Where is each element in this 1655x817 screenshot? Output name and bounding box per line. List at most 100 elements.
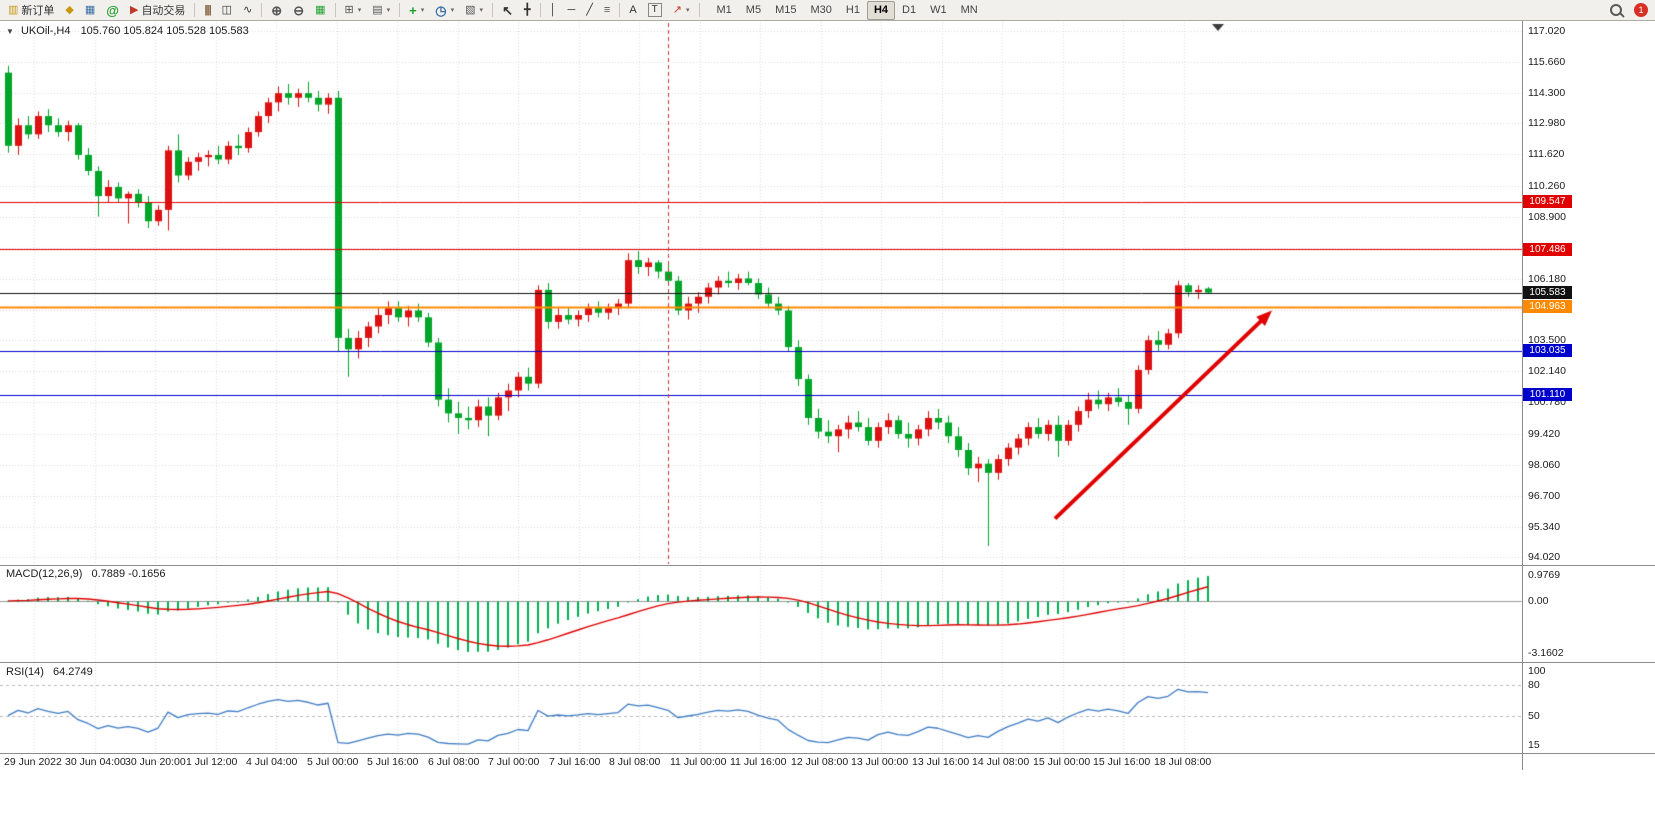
timeframe-button-m30[interactable]: M30 <box>810 4 832 16</box>
toolbar-separator <box>194 3 196 17</box>
price-tick-label: 99.420 <box>1528 428 1561 440</box>
macd-pane-divider[interactable] <box>0 565 1655 566</box>
time-axis-label: 30 Jun 04:00 <box>65 756 126 768</box>
market-watch-icon: ◆ <box>65 3 74 16</box>
time-axis-label: 1 Jul 12:00 <box>186 756 238 768</box>
line-chart-icon: ∿ <box>243 3 253 16</box>
arrow-shape-icon: ↗ <box>672 3 682 16</box>
data-window-button[interactable]: ▦ <box>80 1 100 20</box>
time-axis-label: 11 Jul 00:00 <box>670 756 727 768</box>
macd-values-label: 0.7889 -0.1656 <box>91 568 166 580</box>
autotrading-icon: ▶ <box>129 3 139 16</box>
crosshair-icon: ╋ <box>523 3 531 16</box>
rsi-pane-divider[interactable] <box>0 662 1655 663</box>
price-tick-label: 117.020 <box>1528 25 1566 37</box>
time-axis-label: 8 Jul 08:00 <box>609 756 661 768</box>
macd-tick-label: 0.00 <box>1528 595 1549 607</box>
search-icon <box>1610 4 1622 16</box>
new-order-icon: ▥ <box>8 3 19 16</box>
search-button[interactable] <box>1605 1 1627 20</box>
timeframe-button-d1[interactable]: D1 <box>902 4 917 16</box>
timeframe-button-h4[interactable]: H4 <box>866 0 895 20</box>
new-order-label: 新订单 <box>21 5 55 17</box>
one-click-trading-toggle[interactable]: ▼ <box>6 27 14 36</box>
time-axis-label: 30 Jun 20:00 <box>125 756 186 768</box>
price-tick-label: 114.300 <box>1528 87 1566 99</box>
vertical-line-tool-button[interactable]: │ <box>545 1 562 20</box>
clock-icon: ◷ <box>435 2 447 18</box>
fibonacci-tool-button[interactable]: ≡ <box>599 1 615 20</box>
text-label-icon: T <box>647 3 662 17</box>
timeframe-button-w1[interactable]: W1 <box>930 4 947 16</box>
price-line-flag[interactable]: 109.547 <box>1523 195 1572 208</box>
time-axis-label: 13 Jul 16:00 <box>912 756 970 768</box>
autotrading-button[interactable]: ▶ 自动交易 <box>125 1 190 20</box>
market-watch-button[interactable]: ◆ <box>60 1 78 20</box>
zoom-in-button[interactable]: ⊕ <box>266 1 287 20</box>
periods-button[interactable]: ◷ ▾ <box>430 1 459 20</box>
profiles-button[interactable]: ▤ ▾ <box>367 1 395 20</box>
rsi-tick-label: 15 <box>1528 739 1540 751</box>
time-axis-label: 7 Jul 00:00 <box>488 756 540 768</box>
price-tick-label: 102.140 <box>1528 365 1566 377</box>
price-line-flag[interactable]: 107.486 <box>1523 243 1572 256</box>
notification-badge[interactable]: 1 <box>1634 3 1648 17</box>
time-axis-label: 14 Jul 08:00 <box>972 756 1030 768</box>
timeframe-button-h1[interactable]: H1 <box>845 4 860 16</box>
trendline-icon: ╱ <box>586 3 593 16</box>
profiles-icon: ▤ <box>372 3 383 16</box>
price-tick-label: 115.660 <box>1528 56 1566 68</box>
timeframe-button-mn[interactable]: MN <box>960 4 978 16</box>
new-chart-button[interactable]: ⊞ ▾ <box>340 1 367 20</box>
price-tick-label: 108.900 <box>1528 211 1566 223</box>
time-axis-label: 18 Jul 08:00 <box>1154 756 1212 768</box>
arrows-tool-button[interactable]: ↗ ▾ <box>668 1 695 20</box>
text-label-tool-button[interactable]: T <box>643 1 667 20</box>
timeframe-button-m15[interactable]: M15 <box>775 4 797 16</box>
data-window-icon: ▦ <box>84 3 96 16</box>
rsi-tick-label: 80 <box>1528 679 1540 691</box>
rsi-tick-label: 100 <box>1528 665 1546 677</box>
community-icon: @ <box>106 2 119 18</box>
price-line-flag[interactable]: 104.963 <box>1523 300 1572 313</box>
price-line-flag[interactable]: 105.583 <box>1523 286 1572 299</box>
templates-button[interactable]: ▧ ▾ <box>460 1 488 20</box>
macd-tick-label: 0.9769 <box>1528 569 1561 581</box>
price-line-flag[interactable]: 101.110 <box>1523 388 1572 401</box>
price-tick-label: 103.500 <box>1528 334 1566 346</box>
autotrading-label: 自动交易 <box>141 5 186 17</box>
zoom-out-button[interactable]: ⊖ <box>288 1 309 20</box>
horizontal-line-tool-button[interactable]: ─ <box>562 1 580 20</box>
timeframe-button-m1[interactable]: M1 <box>716 4 732 16</box>
price-axis-border[interactable] <box>1522 21 1523 770</box>
text-tool-button[interactable]: A <box>624 1 641 20</box>
time-axis-label: 29 Jun 2022 <box>4 756 62 768</box>
chevron-down-icon: ▾ <box>479 7 484 14</box>
time-axis-divider <box>0 753 1655 754</box>
bar-chart-mode-button[interactable]: ||| <box>199 1 215 20</box>
crosshair-tool-button[interactable]: ╋ <box>519 1 536 20</box>
line-chart-mode-button[interactable]: ∿ <box>238 1 257 20</box>
vertical-line-icon: │ <box>549 3 557 16</box>
trendline-tool-button[interactable]: ╱ <box>581 1 598 20</box>
price-tick-label: 94.020 <box>1528 551 1561 563</box>
candlestick-icon: ◫ <box>221 3 233 16</box>
toolbar-separator <box>399 3 401 17</box>
new-order-button[interactable]: ▥ 新订单 <box>3 1 59 20</box>
time-axis-label: 6 Jul 08:00 <box>428 756 480 768</box>
timeframe-button-m5[interactable]: M5 <box>745 4 762 16</box>
price-tick-label: 98.060 <box>1528 459 1561 471</box>
time-axis-label: 5 Jul 00:00 <box>307 756 359 768</box>
tile-windows-button[interactable]: ▦ <box>310 1 330 20</box>
chevron-down-icon: ▾ <box>357 7 362 14</box>
community-button[interactable]: @ <box>101 1 124 20</box>
text-icon: A <box>629 3 637 16</box>
time-axis-label: 5 Jul 16:00 <box>367 756 419 768</box>
chevron-down-icon: ▾ <box>450 7 455 14</box>
price-tick-label: 111.620 <box>1528 148 1565 160</box>
cursor-tool-button[interactable]: ↖ <box>497 1 518 20</box>
price-line-flag[interactable]: 103.035 <box>1523 344 1572 357</box>
candlestick-mode-button[interactable]: ◫ <box>217 1 237 20</box>
indicators-button[interactable]: + ▾ <box>404 1 429 20</box>
